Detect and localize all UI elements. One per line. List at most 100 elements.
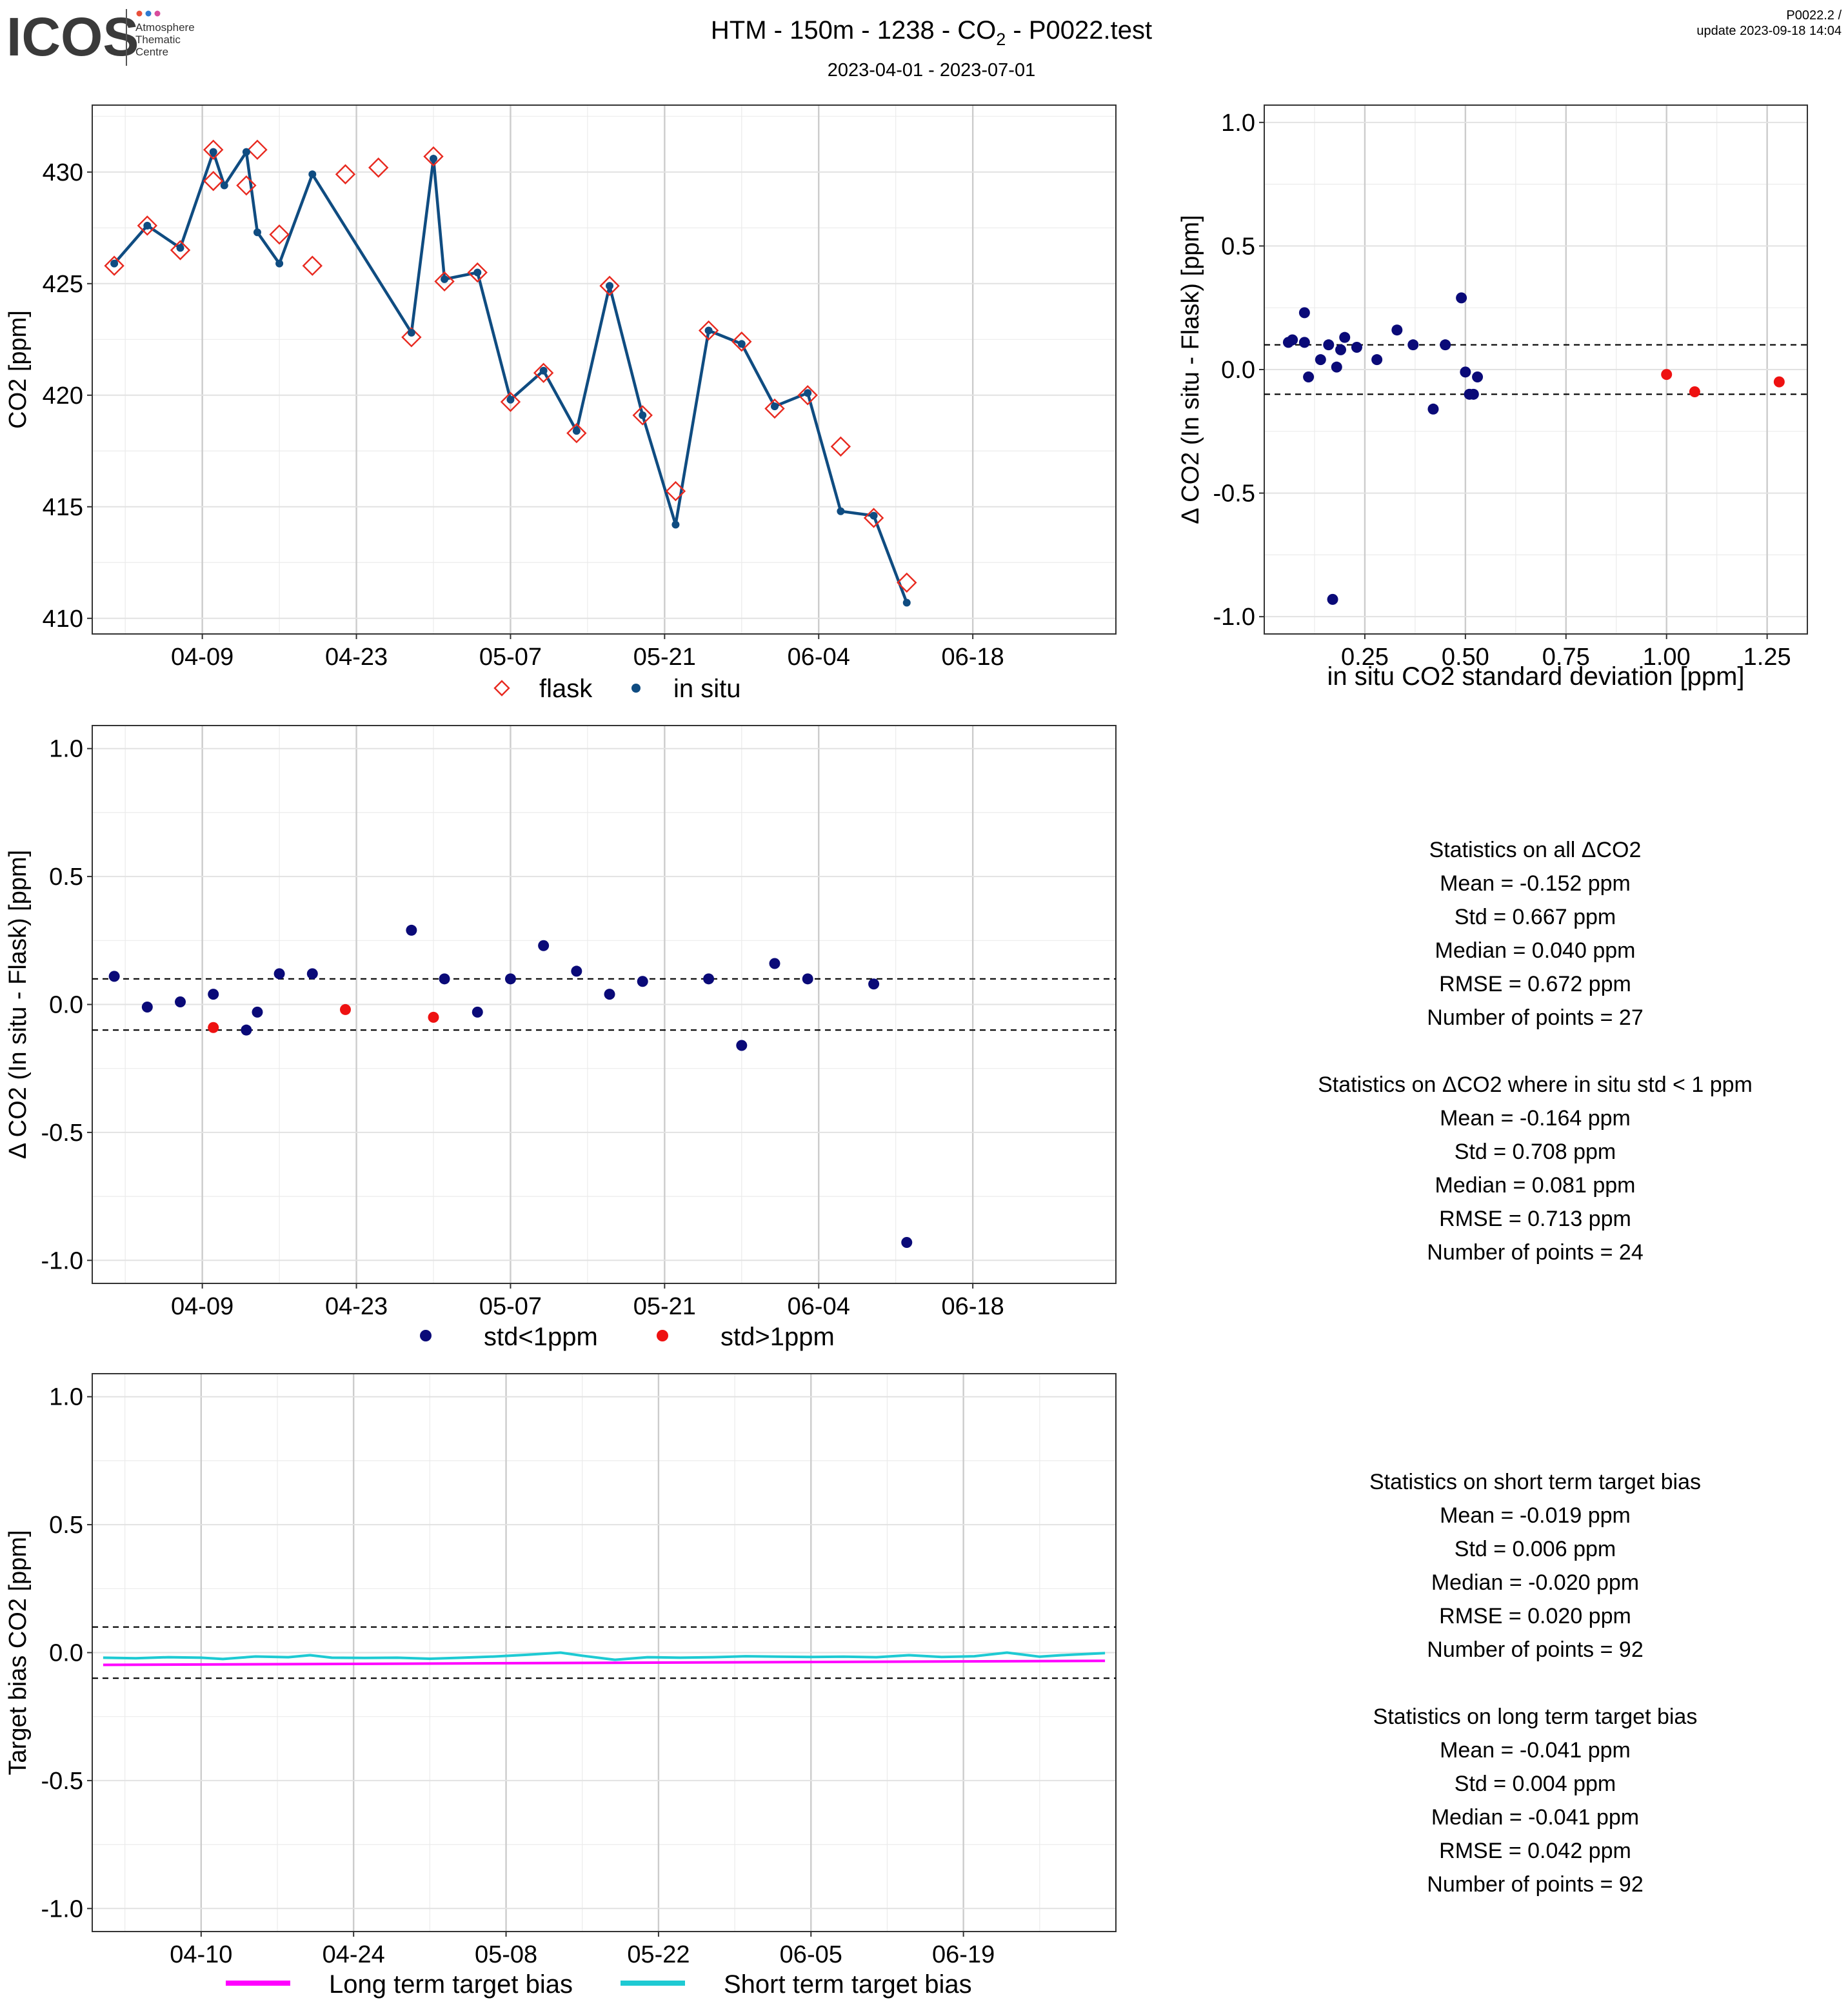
flask-point [423, 146, 444, 167]
flask-point [566, 422, 587, 444]
std-point-lt1 [1339, 331, 1351, 343]
insitu-point [737, 340, 746, 348]
flask-point [467, 262, 488, 283]
co2-x-tick-label: 04-09 [171, 644, 233, 671]
stats-lt1-count: Number of points = 24 [1427, 1240, 1644, 1265]
stats-all-std: Std = 0.667 ppm [1454, 905, 1616, 929]
flask-point [500, 391, 521, 412]
insitu-point [902, 598, 911, 607]
flask-point [897, 572, 917, 593]
stats-long-median: Median = -0.041 ppm [1431, 1805, 1640, 1830]
std-x-axis-label: in situ CO2 standard deviation [ppm] [1327, 662, 1744, 691]
co2-x-tick-label: 06-04 [788, 644, 850, 671]
co2-plot-border [92, 104, 1117, 635]
delta-point-lt1 [571, 965, 582, 977]
std-point-lt1 [1335, 344, 1347, 355]
page-title: HTM - 150m - 1238 - CO2 - P0022.test [711, 16, 1152, 49]
co2-y-tick-label: 430 [43, 159, 83, 186]
long-term-bias-line [103, 1659, 1106, 1666]
insitu-point [441, 275, 449, 283]
stats-all-count: Number of points = 27 [1427, 1005, 1644, 1030]
bias-y-tick-label: 0.5 [49, 1512, 83, 1539]
delta-y-tick-label: -1.0 [41, 1247, 83, 1274]
flask-point [104, 255, 124, 276]
delta-point-lt1 [604, 989, 615, 1000]
std-point-gt1 [1661, 369, 1673, 381]
co2-y-tick-label: 420 [43, 382, 83, 410]
delta-point-lt1 [175, 996, 186, 1008]
stats-lt1-title: Statistics on ΔCO2 where in situ std < 1… [1318, 1073, 1753, 1097]
std-x-tick-label: 0.25 [1341, 644, 1389, 671]
delta-point-lt1 [241, 1024, 252, 1036]
delta-point-lt1 [472, 1006, 483, 1018]
bias-y-tick-label: -0.5 [41, 1768, 83, 1795]
delta-x-tick-label: 04-23 [325, 1293, 388, 1320]
std-point-lt1 [1391, 324, 1403, 336]
delta-x-tick-label: 06-18 [942, 1293, 1004, 1320]
delta-point-lt1 [406, 924, 417, 936]
logo-dot-blue [145, 10, 152, 17]
stats-short-median: Median = -0.020 ppm [1431, 1570, 1640, 1595]
stats-lt1-std: Std = 0.708 ppm [1454, 1140, 1616, 1164]
legend-std-lt1-label: std<1ppm [484, 1323, 598, 1351]
delta-point-lt1 [208, 989, 219, 1000]
std-y-tick-label: 0.0 [1221, 357, 1255, 384]
flask-point [698, 320, 719, 341]
flask-point [368, 157, 389, 178]
delta-y-axis-label: Δ CO2 (In situ - Flask) [ppm] [5, 850, 32, 1159]
flask-point [302, 255, 323, 276]
std-point-gt1 [1689, 386, 1700, 397]
stats-long-title: Statistics on long term target bias [1373, 1705, 1698, 1729]
logo-sub-2: Thematic [135, 34, 181, 46]
legend-insitu-label: in situ [673, 675, 741, 703]
date-range: 2023-04-01 - 2023-07-01 [828, 60, 1035, 81]
co2-y-tick-label: 425 [43, 271, 83, 298]
delta-point-lt1 [538, 940, 550, 951]
insitu-point [572, 427, 581, 435]
bias-y-tick-label: 1.0 [49, 1384, 83, 1411]
co2-y-axis-label: CO2 [ppm] [5, 310, 32, 429]
flask-point [533, 362, 554, 383]
legend-flask-symbol [493, 680, 510, 697]
co2-x-tick-label: 06-18 [942, 644, 1004, 671]
std-y-tick-label: -1.0 [1213, 604, 1255, 631]
bias-y-axis-label: Target bias CO2 [ppm] [5, 1530, 32, 1775]
flask-point [797, 385, 818, 406]
delta-x-tick-label: 05-07 [479, 1293, 542, 1320]
delta-point-lt1 [868, 978, 880, 990]
flask-point [764, 398, 785, 419]
delta-y-tick-label: 0.5 [49, 864, 83, 891]
std-point-lt1 [1460, 366, 1471, 378]
insitu-point [242, 148, 250, 156]
std-y-tick-label: 0.5 [1221, 233, 1255, 260]
std-point-lt1 [1407, 339, 1419, 351]
bias-y-tick-label: -1.0 [41, 1895, 83, 1923]
std-point-lt1 [1298, 337, 1310, 348]
stats-lt1-mean: Mean = -0.164 ppm [1440, 1106, 1631, 1131]
delta-y-tick-label: 0.0 [49, 992, 83, 1019]
flask-point [830, 436, 851, 457]
insitu-point [639, 411, 647, 419]
bias-y-tick-label: 0.0 [49, 1640, 83, 1667]
delta-point-lt1 [901, 1237, 913, 1249]
legend-std-gt1-symbol [657, 1330, 668, 1341]
short-term-bias-line [103, 1651, 1106, 1661]
insitu-point [209, 148, 217, 156]
header: ICOS Atmosphere Thematic Centre HTM - 15… [6, 6, 1842, 81]
flask-point [599, 275, 620, 296]
legend-long-bias-label: Long term target bias [329, 1970, 573, 1999]
delta-y-tick-label: -0.5 [41, 1120, 83, 1147]
insitu-point [837, 507, 845, 515]
stats-long-std: Std = 0.004 ppm [1454, 1772, 1616, 1796]
stats-lt1-rmse: RMSE = 0.713 ppm [1439, 1207, 1631, 1231]
bias-x-tick-label: 06-05 [780, 1941, 842, 1968]
stats-short-count: Number of points = 92 [1427, 1637, 1644, 1662]
co2-x-tick-label: 05-21 [633, 644, 696, 671]
stats-all-rmse: RMSE = 0.672 ppm [1439, 972, 1631, 996]
delta-point-lt1 [273, 968, 285, 980]
stats-long-count: Number of points = 92 [1427, 1872, 1644, 1897]
std-point-lt1 [1303, 371, 1315, 382]
flask-point [247, 139, 268, 160]
